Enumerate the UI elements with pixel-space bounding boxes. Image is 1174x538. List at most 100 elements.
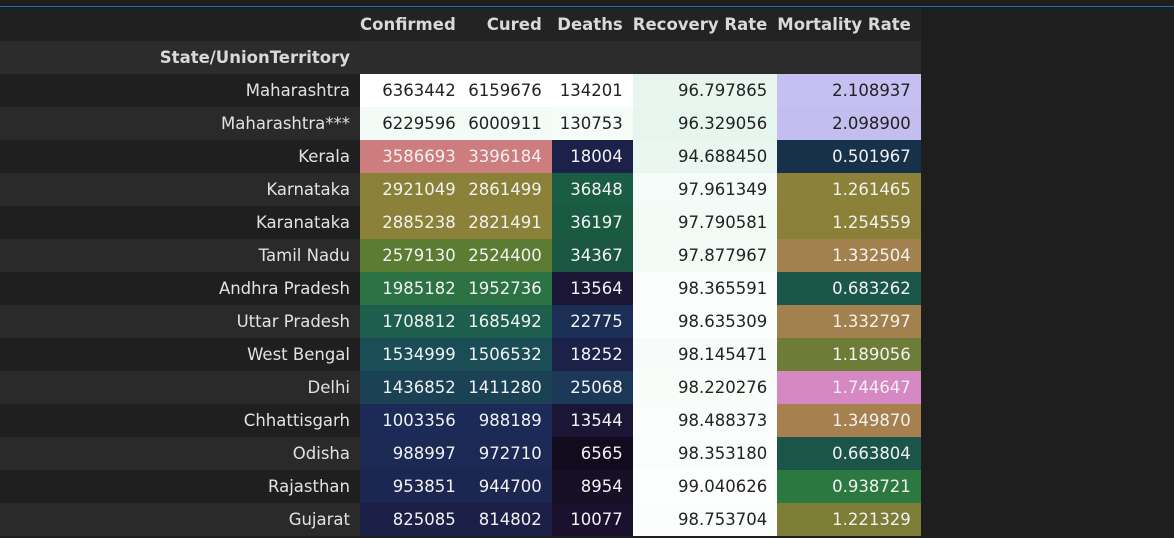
row-label-state: Maharashtra*** — [0, 107, 360, 140]
cell-mortality-rate: 0.683262 — [777, 272, 921, 305]
row-label-state: Chhattisgarh — [0, 404, 360, 437]
cell-cured: 972710 — [465, 437, 552, 470]
table-row: Gujarat 825085 814802 10077 98.753704 1.22132… — [0, 503, 921, 536]
cell-cured: 6159676 — [465, 74, 552, 107]
cell-mortality-rate: 1.332797 — [777, 305, 921, 338]
cell-recovery-rate: 96.797865 — [632, 74, 778, 107]
table-body: Maharashtra 6363442 6159676 134201 96.797865… — [0, 74, 921, 536]
header-corner — [0, 8, 360, 41]
table-row: Chhattisgarh 1003356 988189 13544 98.488373 1… — [0, 404, 921, 437]
table-row: Maharashtra 6363442 6159676 134201 96.797865… — [0, 74, 921, 107]
cell-mortality-rate: 0.938721 — [777, 470, 921, 503]
cell-recovery-rate: 94.688450 — [632, 140, 778, 173]
cell-mortality-rate: 1.332504 — [777, 239, 921, 272]
cell-cured: 1685492 — [465, 305, 552, 338]
cell-confirmed: 953851 — [360, 470, 466, 503]
cell-focus-border — [0, 6, 1174, 7]
cell-confirmed: 1708812 — [360, 305, 466, 338]
cell-deaths: 13564 — [551, 272, 633, 305]
row-label-state: Uttar Pradesh — [0, 305, 360, 338]
table-row: Kerala 3586693 3396184 18004 94.688450 0.5019… — [0, 140, 921, 173]
cell-mortality-rate: 1.744647 — [777, 371, 921, 404]
row-label-state: Gujarat — [0, 503, 360, 536]
cell-mortality-rate: 1.254559 — [777, 206, 921, 239]
index-row-empty-cell — [551, 41, 633, 74]
cell-recovery-rate: 98.365591 — [632, 272, 778, 305]
cell-cured: 2861499 — [465, 173, 552, 206]
cell-deaths: 13544 — [551, 404, 633, 437]
cell-recovery-rate: 99.040626 — [632, 470, 778, 503]
column-header-recovery-rate: Recovery Rate — [632, 8, 778, 41]
cell-deaths: 10077 — [551, 503, 633, 536]
cell-mortality-rate: 1.261465 — [777, 173, 921, 206]
cell-confirmed: 1003356 — [360, 404, 466, 437]
cell-mortality-rate: 2.108937 — [777, 74, 921, 107]
cell-deaths: 36197 — [551, 206, 633, 239]
index-row-empty-cell — [777, 41, 921, 74]
cell-confirmed: 1534999 — [360, 338, 466, 371]
cell-mortality-rate: 0.663804 — [777, 437, 921, 470]
cell-cured: 814802 — [465, 503, 552, 536]
cell-confirmed: 6363442 — [360, 74, 466, 107]
cell-cured: 2524400 — [465, 239, 552, 272]
cell-confirmed: 2885238 — [360, 206, 466, 239]
table-row: Tamil Nadu 2579130 2524400 34367 97.877967 1.… — [0, 239, 921, 272]
column-header-mortality-rate: Mortality Rate — [777, 8, 921, 41]
cell-deaths: 8954 — [551, 470, 633, 503]
table-row: Andhra Pradesh 1985182 1952736 13564 98.3655… — [0, 272, 921, 305]
cell-mortality-rate: 1.221329 — [777, 503, 921, 536]
row-label-state: Tamil Nadu — [0, 239, 360, 272]
cell-deaths: 130753 — [551, 107, 633, 140]
index-row-empty-cell — [632, 41, 778, 74]
cell-deaths: 25068 — [551, 371, 633, 404]
cell-cured: 1506532 — [465, 338, 552, 371]
row-label-state: Kerala — [0, 140, 360, 173]
cell-confirmed: 2579130 — [360, 239, 466, 272]
cell-recovery-rate: 98.753704 — [632, 503, 778, 536]
cell-recovery-rate: 98.353180 — [632, 437, 778, 470]
cell-confirmed: 6229596 — [360, 107, 466, 140]
index-row-empty-cell — [360, 41, 466, 74]
table-row: Karanataka 2885238 2821491 36197 97.790581 1.… — [0, 206, 921, 239]
cell-confirmed: 1985182 — [360, 272, 466, 305]
cell-confirmed: 3586693 — [360, 140, 466, 173]
index-row-empty-cell — [465, 41, 552, 74]
cell-confirmed: 988997 — [360, 437, 466, 470]
cell-recovery-rate: 98.145471 — [632, 338, 778, 371]
cell-cured: 1411280 — [465, 371, 552, 404]
covid-state-table: Confirmed Cured Deaths Recovery Rate Mor… — [0, 8, 921, 536]
table-row: Rajasthan 953851 944700 8954 99.040626 0.9387… — [0, 470, 921, 503]
row-label-state: Maharashtra — [0, 74, 360, 107]
row-label-state: Karnataka — [0, 173, 360, 206]
cell-deaths: 36848 — [551, 173, 633, 206]
cell-deaths: 18004 — [551, 140, 633, 173]
cell-recovery-rate: 97.790581 — [632, 206, 778, 239]
index-name: State/UnionTerritory — [0, 41, 360, 74]
cell-cured: 3396184 — [465, 140, 552, 173]
index-name-row: State/UnionTerritory — [0, 41, 921, 74]
table-row: Odisha 988997 972710 6565 98.353180 0.663804 — [0, 437, 921, 470]
cell-recovery-rate: 98.488373 — [632, 404, 778, 437]
cell-recovery-rate: 98.635309 — [632, 305, 778, 338]
column-header-deaths: Deaths — [551, 8, 633, 41]
cell-cured: 2821491 — [465, 206, 552, 239]
table-row: Maharashtra*** 6229596 6000911 130753 96.329… — [0, 107, 921, 140]
cell-mortality-rate: 2.098900 — [777, 107, 921, 140]
cell-deaths: 6565 — [551, 437, 633, 470]
cell-mortality-rate: 1.349870 — [777, 404, 921, 437]
cell-confirmed: 1436852 — [360, 371, 466, 404]
row-label-state: Andhra Pradesh — [0, 272, 360, 305]
cell-deaths: 134201 — [551, 74, 633, 107]
column-header-confirmed: Confirmed — [360, 8, 466, 41]
row-label-state: Odisha — [0, 437, 360, 470]
cell-deaths: 22775 — [551, 305, 633, 338]
cell-cured: 1952736 — [465, 272, 552, 305]
cell-deaths: 34367 — [551, 239, 633, 272]
cell-recovery-rate: 97.877967 — [632, 239, 778, 272]
cell-recovery-rate: 98.220276 — [632, 371, 778, 404]
cell-recovery-rate: 96.329056 — [632, 107, 778, 140]
row-label-state: Rajasthan — [0, 470, 360, 503]
column-header-cured: Cured — [465, 8, 552, 41]
table-row: West Bengal 1534999 1506532 18252 98.145471 1… — [0, 338, 921, 371]
table-row: Karnataka 2921049 2861499 36848 97.961349 1.2… — [0, 173, 921, 206]
